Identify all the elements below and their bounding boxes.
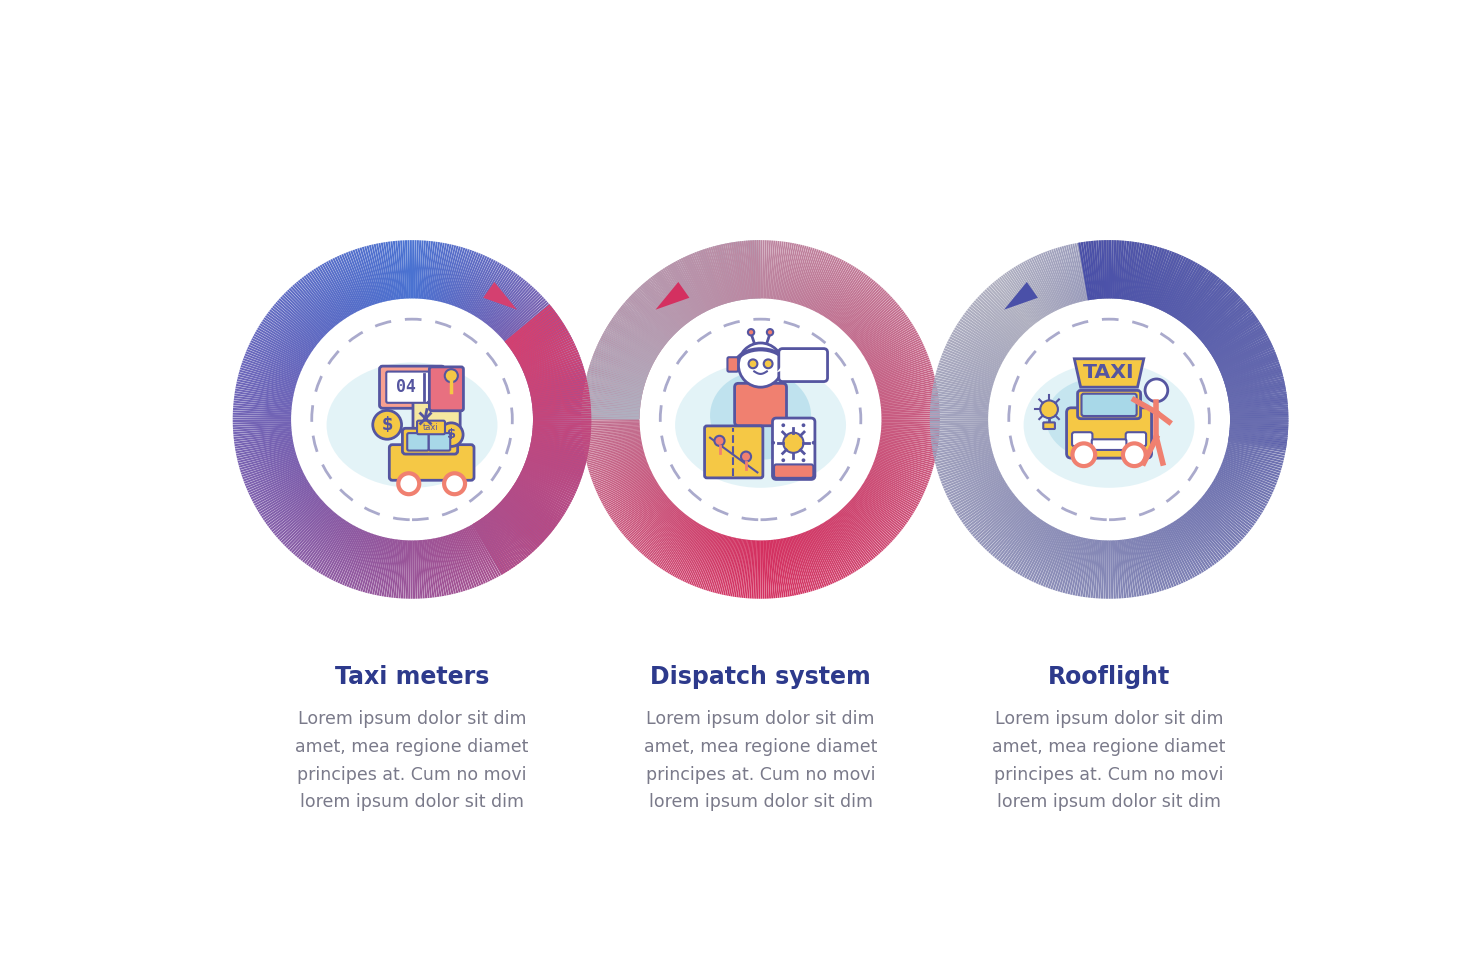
Circle shape <box>801 423 806 427</box>
Circle shape <box>782 459 785 463</box>
FancyBboxPatch shape <box>784 358 794 371</box>
Text: taxi: taxi <box>423 423 439 432</box>
FancyBboxPatch shape <box>1126 432 1146 446</box>
FancyBboxPatch shape <box>429 367 463 411</box>
Circle shape <box>772 441 775 445</box>
FancyBboxPatch shape <box>705 426 763 478</box>
Circle shape <box>439 422 463 447</box>
FancyBboxPatch shape <box>773 418 815 479</box>
Circle shape <box>801 459 806 463</box>
Ellipse shape <box>1024 363 1195 488</box>
FancyBboxPatch shape <box>775 465 813 478</box>
Polygon shape <box>484 282 516 310</box>
Text: $: $ <box>447 428 456 441</box>
FancyBboxPatch shape <box>389 445 473 480</box>
Circle shape <box>647 306 874 533</box>
Circle shape <box>1123 443 1146 466</box>
Text: Lorem ipsum dolor sit dim
amet, mea regione diamet
principes at. Cum no movi
lor: Lorem ipsum dolor sit dim amet, mea regi… <box>295 710 528 811</box>
FancyBboxPatch shape <box>727 358 738 371</box>
FancyBboxPatch shape <box>1082 394 1137 416</box>
Circle shape <box>372 411 402 439</box>
Polygon shape <box>1005 282 1037 310</box>
FancyBboxPatch shape <box>1092 439 1126 450</box>
FancyBboxPatch shape <box>402 428 457 454</box>
Text: Taxi meters: Taxi meters <box>335 664 490 689</box>
Text: $: $ <box>381 416 393 434</box>
Ellipse shape <box>1046 377 1153 460</box>
FancyBboxPatch shape <box>1043 422 1055 429</box>
Circle shape <box>445 369 459 382</box>
FancyBboxPatch shape <box>779 349 828 381</box>
Ellipse shape <box>326 363 497 488</box>
Text: Lorem ipsum dolor sit dim
amet, mea regione diamet
principes at. Cum no movi
lor: Lorem ipsum dolor sit dim amet, mea regi… <box>644 710 877 811</box>
Polygon shape <box>1074 359 1144 387</box>
Circle shape <box>1146 379 1168 402</box>
Circle shape <box>398 473 420 494</box>
Circle shape <box>996 306 1223 533</box>
Circle shape <box>782 423 785 427</box>
Circle shape <box>444 473 464 494</box>
FancyBboxPatch shape <box>1077 390 1141 418</box>
Text: Lorem ipsum dolor sit dim
amet, mea regione diamet
principes at. Cum no movi
lor: Lorem ipsum dolor sit dim amet, mea regi… <box>993 710 1226 811</box>
Circle shape <box>767 329 773 335</box>
Circle shape <box>739 343 782 387</box>
Circle shape <box>748 329 754 335</box>
FancyBboxPatch shape <box>417 420 445 434</box>
FancyBboxPatch shape <box>407 433 429 451</box>
Circle shape <box>1040 401 1058 418</box>
FancyBboxPatch shape <box>386 371 438 403</box>
Circle shape <box>741 452 751 462</box>
FancyBboxPatch shape <box>735 383 787 425</box>
Circle shape <box>784 432 803 453</box>
Circle shape <box>714 436 724 446</box>
Text: 04: 04 <box>396 378 416 396</box>
Ellipse shape <box>709 371 812 460</box>
FancyBboxPatch shape <box>429 433 450 451</box>
Text: Rooflight: Rooflight <box>1048 664 1171 689</box>
Circle shape <box>764 360 773 368</box>
FancyBboxPatch shape <box>1067 408 1152 458</box>
Text: Dispatch system: Dispatch system <box>650 664 871 689</box>
FancyBboxPatch shape <box>1071 432 1092 446</box>
Polygon shape <box>776 366 782 372</box>
FancyBboxPatch shape <box>380 367 445 409</box>
Circle shape <box>812 441 816 445</box>
FancyBboxPatch shape <box>413 376 460 430</box>
Text: TAXI: TAXI <box>1083 364 1135 382</box>
Circle shape <box>748 360 757 368</box>
Circle shape <box>298 306 525 533</box>
Ellipse shape <box>675 363 846 488</box>
Circle shape <box>1073 443 1095 466</box>
Polygon shape <box>656 282 690 310</box>
